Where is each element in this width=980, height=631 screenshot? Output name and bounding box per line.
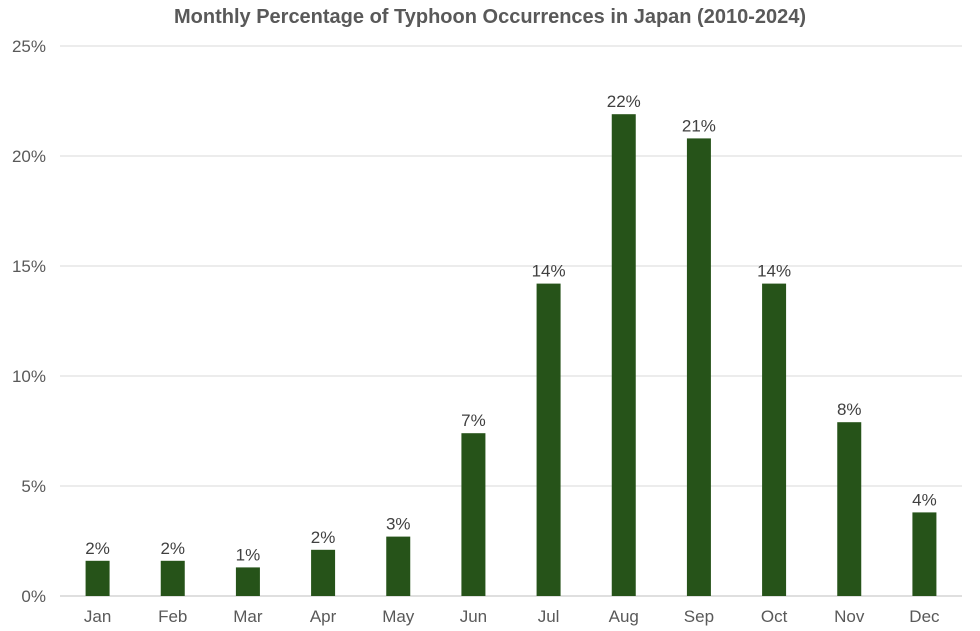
gridlines — [60, 45, 962, 597]
bar-jan — [85, 560, 110, 596]
data-label: 8% — [837, 400, 862, 419]
x-tick-label: Oct — [761, 607, 788, 626]
data-label: 7% — [461, 411, 486, 430]
bar-nov — [837, 422, 862, 596]
bar-sep — [686, 138, 711, 596]
x-tick-label: Apr — [310, 607, 337, 626]
bar-may — [386, 536, 411, 596]
data-label: 14% — [757, 262, 791, 281]
data-label: 22% — [607, 92, 641, 111]
x-tick-label: May — [382, 607, 415, 626]
data-labels: 2% 2% 1% 2% 3% 7% 14% 22% 21% 14% 8% 4% — [85, 92, 936, 564]
bar-dec — [912, 512, 937, 596]
data-label: 1% — [236, 545, 261, 564]
y-axis-ticks: 0% 5% 10% 15% 20% 25% — [12, 37, 46, 606]
data-label: 2% — [85, 539, 110, 558]
bar-mar — [235, 567, 260, 596]
y-tick-label: 0% — [21, 587, 46, 606]
x-tick-label: Feb — [158, 607, 187, 626]
chart-title: Monthly Percentage of Typhoon Occurrence… — [173, 6, 807, 28]
bar-apr — [311, 549, 336, 596]
bar-jun — [461, 433, 486, 596]
y-tick-label: 15% — [12, 257, 46, 276]
x-tick-label: Jun — [460, 607, 487, 626]
y-tick-label: 25% — [12, 37, 46, 56]
data-label: 14% — [532, 262, 566, 281]
y-tick-label: 5% — [21, 477, 46, 496]
bar-oct — [762, 283, 787, 596]
data-label: 2% — [311, 528, 336, 547]
bar-feb — [160, 560, 185, 596]
x-tick-label: Jan — [84, 607, 111, 626]
data-label: 2% — [160, 539, 185, 558]
x-tick-label: Aug — [609, 607, 639, 626]
data-label: 3% — [386, 515, 411, 534]
y-tick-label: 20% — [12, 147, 46, 166]
bar-jul — [536, 283, 561, 596]
x-tick-label: Dec — [909, 607, 940, 626]
x-tick-label: Jul — [538, 607, 560, 626]
x-tick-label: Nov — [834, 607, 865, 626]
bars — [85, 114, 937, 596]
x-tick-label: Sep — [684, 607, 714, 626]
bar-aug — [611, 114, 636, 596]
y-tick-label: 10% — [12, 367, 46, 386]
data-label: 4% — [912, 490, 937, 509]
x-axis-ticks: Jan Feb Mar Apr May Jun Jul Aug Sep Oct Nov Dec — [84, 607, 940, 626]
x-tick-label: Mar — [233, 607, 263, 626]
data-label: 21% — [682, 116, 716, 135]
